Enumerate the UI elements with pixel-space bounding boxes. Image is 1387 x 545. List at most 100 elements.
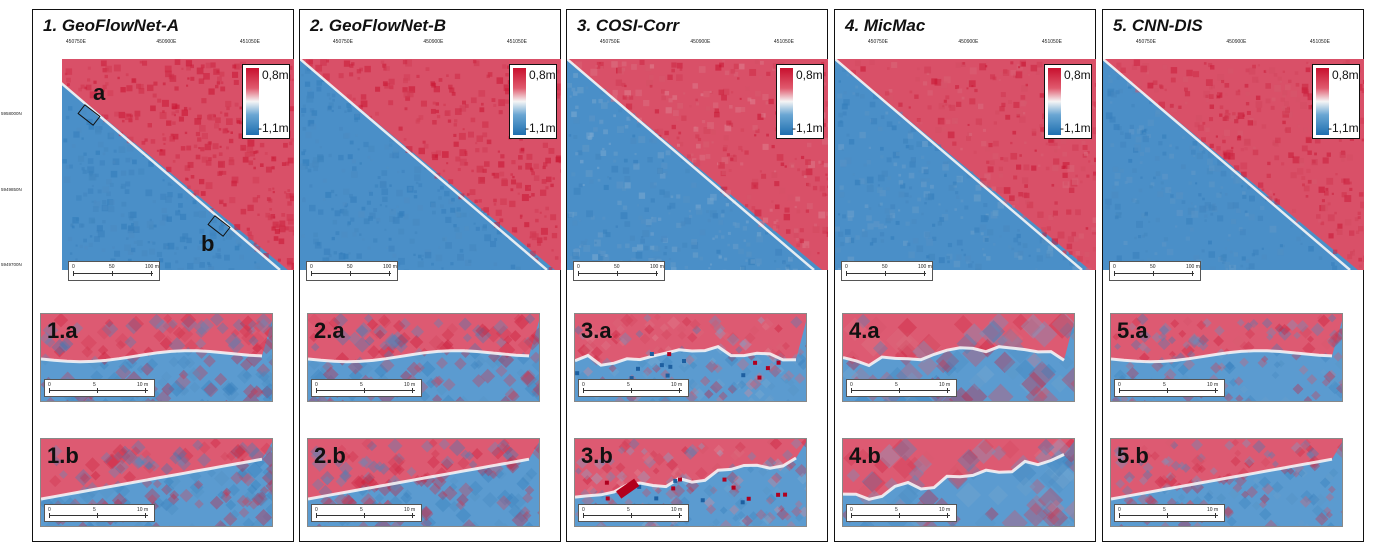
x-tick-label: 451050E bbox=[506, 39, 527, 45]
zoom-label: 5.a bbox=[1117, 318, 1148, 343]
legend-colorbar bbox=[513, 68, 526, 135]
scale-label: 10 m bbox=[137, 507, 149, 513]
scale-label: 5 bbox=[895, 382, 898, 388]
scale-label: 0 bbox=[1118, 382, 1121, 388]
scale-tick bbox=[851, 388, 852, 393]
map-x-ticks: 450750E 450900E 451050E bbox=[1103, 39, 1363, 49]
map-y-ticks: 5958000N 5949850N 5949700N bbox=[0, 9, 30, 309]
map-scale-bar: 0 50 100 m bbox=[1109, 261, 1201, 281]
scale-line bbox=[851, 390, 950, 391]
scale-tick bbox=[679, 388, 680, 393]
scale-tick bbox=[97, 513, 98, 518]
scale-line bbox=[316, 390, 415, 391]
scale-tick bbox=[851, 513, 852, 518]
legend-colorbar bbox=[780, 68, 793, 135]
zoom-inset: 1.b 0 5 10 m bbox=[40, 438, 273, 527]
map-x-ticks: 450750E 450900E 451050E bbox=[835, 39, 1095, 49]
scale-tick bbox=[924, 271, 925, 276]
zoom-label: 3.a bbox=[581, 318, 612, 343]
scale-line bbox=[583, 515, 682, 516]
legend-colorbar bbox=[1048, 68, 1061, 135]
zoom-inset: 4.b 0 5 10 m bbox=[842, 438, 1075, 527]
scale-tick bbox=[578, 271, 579, 276]
scale-label: 5 bbox=[93, 507, 96, 513]
legend-min: -1,1m bbox=[1060, 121, 1091, 135]
scale-tick bbox=[316, 388, 317, 393]
y-tick-label: 5958000N bbox=[1, 111, 22, 116]
scale-line bbox=[49, 390, 148, 391]
scale-label: 0 bbox=[48, 507, 51, 513]
panel-title: 5. CNN-DIS bbox=[1113, 16, 1203, 35]
scale-tick bbox=[899, 388, 900, 393]
scale-label: 100 m bbox=[383, 264, 397, 270]
displacement-map-image bbox=[62, 59, 294, 270]
map-x-ticks: 450750E 450900E 451050E bbox=[567, 39, 827, 49]
method-panel: 4. MicMac 450750E 450900E 451050E 0,8m -1,1m 0… bbox=[834, 9, 1096, 542]
scale-tick bbox=[885, 271, 886, 276]
scale-tick bbox=[49, 388, 50, 393]
x-tick-label: 450750E bbox=[867, 39, 888, 45]
scale-label: 5 bbox=[627, 382, 630, 388]
scale-label: 5 bbox=[93, 382, 96, 388]
legend-max: 0,8m bbox=[1332, 68, 1359, 82]
zoom-scale-bar: 0 5 10 m bbox=[1114, 504, 1225, 522]
legend-min: -1,1m bbox=[1328, 121, 1359, 135]
zoom-label: 5.b bbox=[1117, 443, 1149, 468]
legend-max: 0,8m bbox=[529, 68, 556, 82]
scale-tick bbox=[145, 388, 146, 393]
displacement-map bbox=[835, 59, 1096, 270]
legend-colorbar bbox=[1316, 68, 1329, 135]
scale-line bbox=[1119, 515, 1218, 516]
zoom-inset: 3.a 0 5 10 m bbox=[574, 313, 807, 402]
map-scale-bar: 0 50 100 m bbox=[306, 261, 398, 281]
zoom-image bbox=[843, 314, 1074, 401]
x-tick-label: 450900E bbox=[156, 39, 177, 45]
zoom-scale-bar: 0 5 10 m bbox=[1114, 379, 1225, 397]
zoom-b-annotation: b bbox=[201, 231, 215, 256]
y-tick-label: 5949850N bbox=[1, 187, 22, 192]
method-panel: 5. CNN-DIS 450750E 450900E 451050E 0,8m -1,1m… bbox=[1102, 9, 1364, 542]
x-tick-label: 450750E bbox=[332, 39, 353, 45]
color-legend: 0,8m -1,1m bbox=[242, 64, 290, 139]
scale-label: 10 m bbox=[939, 382, 951, 388]
legend-min: -1,1m bbox=[525, 121, 556, 135]
color-legend: 0,8m -1,1m bbox=[776, 64, 824, 139]
zoom-inset: 1.a 0 5 10 m bbox=[40, 313, 273, 402]
scale-line bbox=[583, 390, 682, 391]
scale-label: 10 m bbox=[671, 382, 683, 388]
scale-tick bbox=[145, 513, 146, 518]
scale-tick bbox=[1114, 271, 1115, 276]
scale-tick bbox=[1215, 513, 1216, 518]
displacement-map bbox=[62, 59, 294, 270]
scale-label: 100 m bbox=[650, 264, 664, 270]
scale-label: 0 bbox=[1113, 264, 1116, 270]
panel-title: 4. MicMac bbox=[845, 16, 926, 35]
zoom-scale-bar: 0 5 10 m bbox=[44, 379, 155, 397]
scale-tick bbox=[947, 388, 948, 393]
scale-line bbox=[311, 273, 391, 274]
displacement-map bbox=[1103, 59, 1364, 270]
panel-title: 2. GeoFlowNet-B bbox=[310, 16, 447, 35]
scale-tick bbox=[49, 513, 50, 518]
legend-colorbar bbox=[246, 68, 259, 135]
displacement-map-image bbox=[835, 59, 1096, 270]
zoom-scale-bar: 0 5 10 m bbox=[578, 379, 689, 397]
scale-label: 50 bbox=[1150, 264, 1156, 270]
map-x-ticks: 450750E 450900E 451050E bbox=[300, 39, 560, 49]
scale-label: 100 m bbox=[918, 264, 932, 270]
zoom-label: 4.a bbox=[849, 318, 880, 343]
scale-label: 5 bbox=[895, 507, 898, 513]
zoom-scale-bar: 0 5 10 m bbox=[44, 504, 155, 522]
panel-title: 3. COSI-Corr bbox=[577, 16, 680, 35]
scale-tick bbox=[1153, 271, 1154, 276]
zoom-scale-bar: 0 5 10 m bbox=[846, 504, 957, 522]
scale-label: 10 m bbox=[671, 507, 683, 513]
map-scale-bar: 0 50 100 m bbox=[68, 261, 160, 281]
legend-max: 0,8m bbox=[262, 68, 289, 82]
scale-label: 0 bbox=[310, 264, 313, 270]
scale-label: 5 bbox=[1163, 507, 1166, 513]
scale-tick bbox=[846, 271, 847, 276]
scale-label: 5 bbox=[360, 382, 363, 388]
scale-label: 10 m bbox=[404, 382, 416, 388]
scale-tick bbox=[1192, 271, 1193, 276]
